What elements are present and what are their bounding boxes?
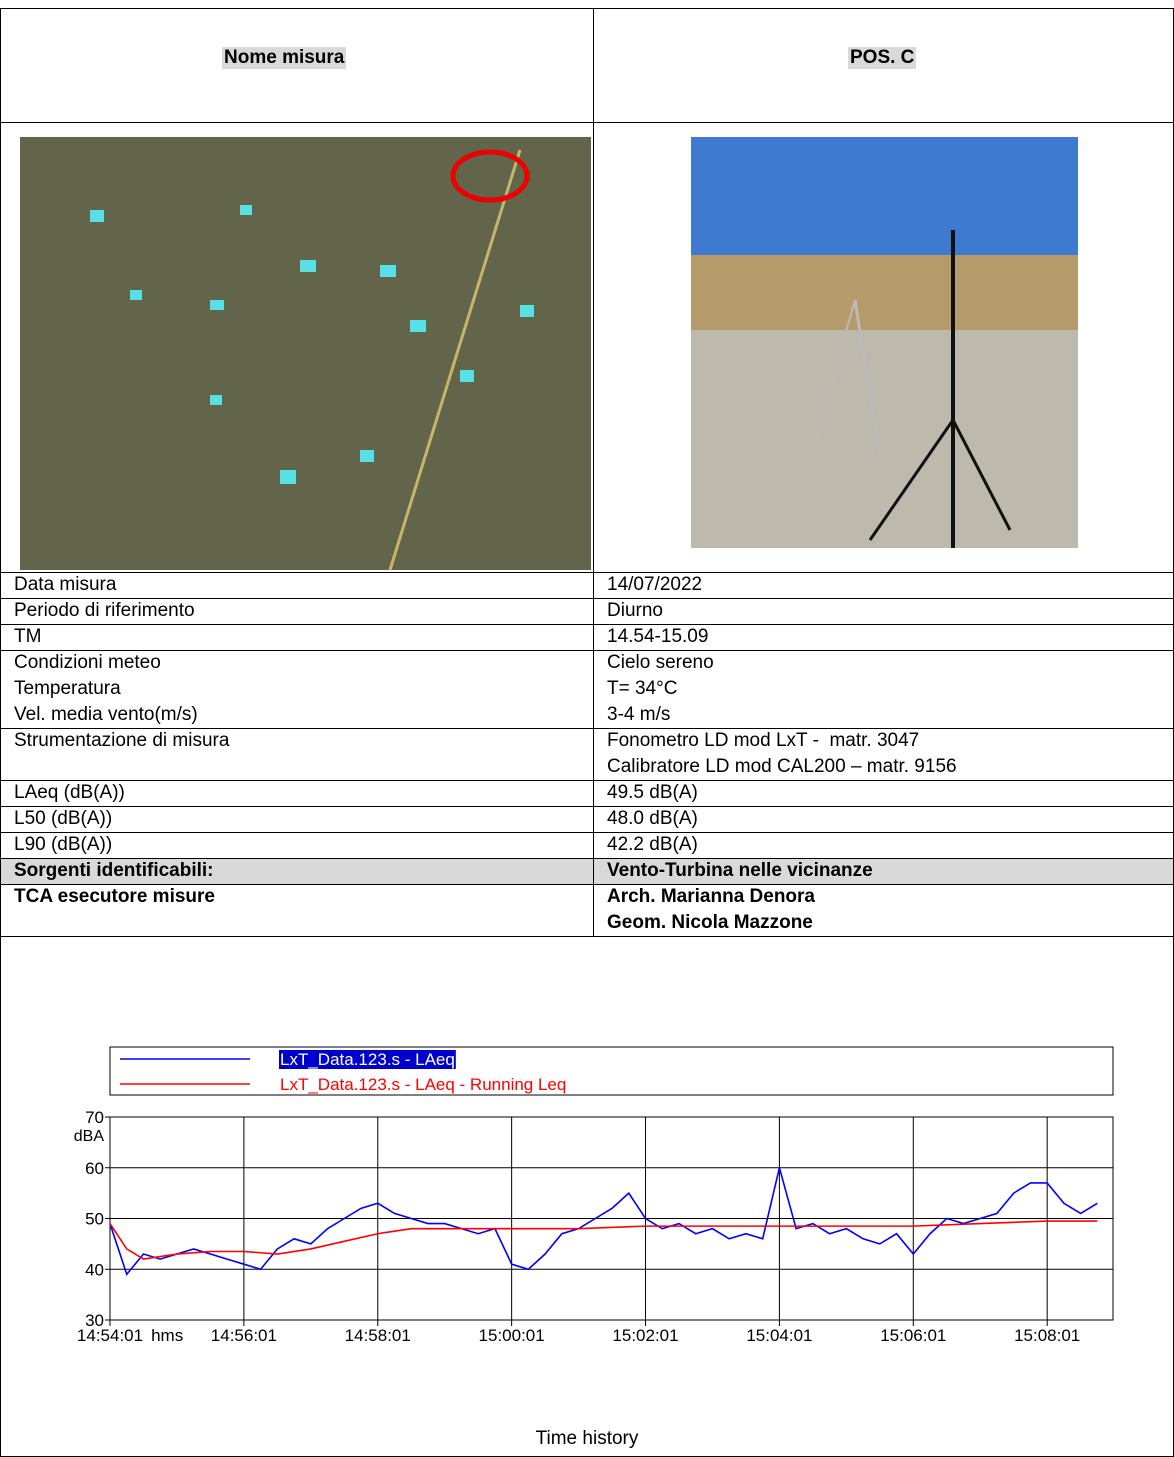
map-highlight [450, 149, 530, 203]
row-value: Fonometro LD mod LxT - matr. 3047 [607, 730, 920, 751]
row-value: 49.5 dB(A) [607, 782, 698, 803]
row-value: Geom. Nicola Mazzone [607, 912, 813, 933]
row-label: Vel. media vento(m/s) [14, 704, 198, 725]
caption: Time history [535, 1428, 639, 1449]
row-value: Cielo sereno [607, 652, 714, 673]
row-label: Periodo di riferimento [14, 600, 195, 621]
row-value: Vento-Turbina nelle vicinanze [607, 860, 873, 881]
table-cell [0, 624, 594, 651]
row-label: Strumentazione di misura [14, 730, 230, 751]
row-label: L90 (dB(A)) [14, 834, 113, 855]
photo-mast [951, 419, 1012, 531]
row-label: Condizioni meteo [14, 652, 161, 673]
row-value: Diurno [607, 600, 663, 621]
table-cell [593, 598, 1174, 625]
row-value: 42.2 dB(A) [607, 834, 698, 855]
header-value: POS. C [848, 47, 917, 69]
row-label: Sorgenti identificabili: [14, 860, 214, 881]
row-value: 3-4 m/s [607, 704, 671, 725]
header-label: Nome misura [222, 47, 347, 69]
row-value: 14/07/2022 [607, 574, 703, 595]
photo-ground [691, 330, 1078, 548]
row-label: TCA esecutore misure [14, 886, 215, 907]
map-markers [90, 205, 534, 484]
map-road [388, 149, 522, 571]
photo-tripod [853, 299, 882, 461]
map-image [20, 137, 591, 570]
row-value: Calibratore LD mod CAL200 – matr. 9156 [607, 756, 957, 777]
row-label: LAeq (dB(A)) [14, 782, 125, 803]
table-cell [0, 858, 594, 885]
row-label: L50 (dB(A)) [14, 808, 113, 829]
row-value: 14.54-15.09 [607, 626, 709, 647]
row-value: 48.0 dB(A) [607, 808, 698, 829]
row-value: T= 34°C [607, 678, 678, 699]
row-label: Data misura [14, 574, 117, 595]
images [20, 137, 1078, 571]
row-label: Temperatura [14, 678, 121, 699]
row-value: Arch. Marianna Denora [607, 886, 815, 907]
table-cell [593, 858, 1174, 885]
row-label: TM [14, 626, 42, 647]
photo-mast [868, 419, 955, 541]
table-cell [0, 936, 1174, 1457]
photo-tripod [814, 299, 856, 441]
